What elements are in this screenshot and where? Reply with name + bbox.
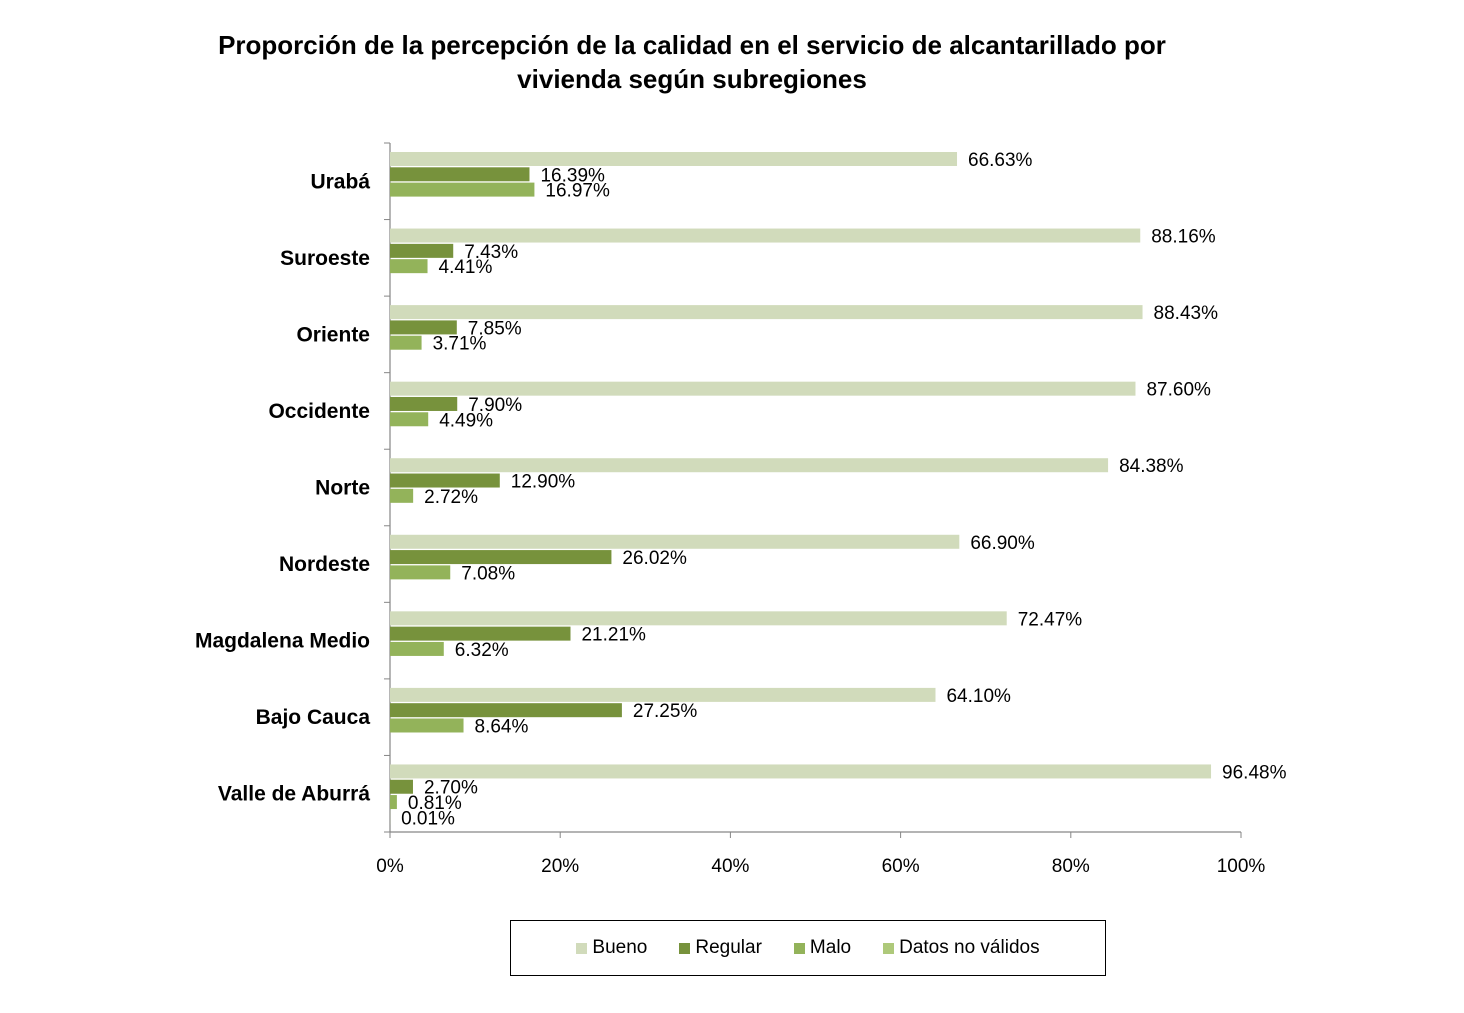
bar-bueno <box>390 534 960 549</box>
legend-label: Datos no válidos <box>899 937 1040 958</box>
category-label: Suroeste <box>280 247 370 270</box>
data-label: 87.60% <box>1146 380 1211 401</box>
bar-malo <box>390 488 414 503</box>
legend-label: Malo <box>809 937 852 958</box>
bar-bueno <box>390 458 1109 473</box>
bar-bueno <box>390 305 1143 320</box>
data-label: 2.72% <box>424 487 478 508</box>
x-tick-label: 20% <box>541 856 579 877</box>
chart-legend: Bueno Regular Malo Datos no válidos <box>510 920 1106 976</box>
data-label: 16.39% <box>540 165 605 186</box>
data-label: 26.02% <box>622 548 687 569</box>
bar-regular <box>390 396 458 411</box>
legend-item: Malo <box>793 937 852 959</box>
chart-title: Proporción de la percepción de la calida… <box>60 28 1324 96</box>
bar-regular <box>390 626 571 641</box>
category-label: Nordeste <box>279 553 370 576</box>
chart-title-line-2: vivienda según subregiones <box>517 64 867 94</box>
data-label: 7.08% <box>461 563 515 584</box>
data-label: 7.43% <box>464 242 518 263</box>
bar-malo <box>390 795 397 810</box>
bar-regular <box>390 320 457 335</box>
data-label: 84.38% <box>1119 456 1184 477</box>
bar-bueno <box>390 228 1141 243</box>
bar-regular <box>390 243 454 258</box>
data-label: 4.41% <box>439 257 493 278</box>
bar-bueno <box>390 687 936 702</box>
bar-malo <box>390 182 535 197</box>
data-label: 64.10% <box>946 686 1011 707</box>
bar-regular <box>390 779 413 794</box>
x-tick-label: 40% <box>711 856 749 877</box>
legend-swatch <box>679 942 691 954</box>
legend-swatch <box>576 942 588 954</box>
data-label: 2.70% <box>424 778 478 799</box>
category-label: Valle de Aburrá <box>218 783 370 806</box>
category-label: Norte <box>315 477 370 500</box>
bar-bueno <box>390 152 958 166</box>
data-label: 96.48% <box>1222 762 1287 783</box>
bar-regular <box>390 473 500 488</box>
bar-regular <box>390 703 622 718</box>
bar-malo <box>390 641 444 656</box>
bar-regular <box>390 550 612 565</box>
legend-item: Regular <box>679 937 762 959</box>
data-label: 0.01% <box>401 808 455 829</box>
data-label: 7.85% <box>468 318 522 339</box>
bar-malo <box>390 335 422 350</box>
bar-malo <box>390 412 429 427</box>
data-label: 88.16% <box>1151 227 1216 248</box>
data-label: 7.90% <box>468 395 522 416</box>
bar-malo <box>390 565 451 580</box>
bar-bueno <box>390 764 1212 779</box>
data-label: 16.97% <box>545 181 610 202</box>
bar-regular <box>390 167 530 182</box>
x-tick-label: 0% <box>376 856 404 877</box>
data-label: 12.90% <box>511 472 576 493</box>
legend-item: Bueno <box>576 937 647 959</box>
bar-bueno <box>390 381 1136 396</box>
category-label: Bajo Cauca <box>256 706 371 729</box>
data-label: 8.64% <box>475 716 529 737</box>
bar-malo <box>390 718 464 733</box>
category-label: Oriente <box>296 323 370 346</box>
chart-title-line-1: Proporción de la percepción de la calida… <box>218 30 1166 60</box>
legend-swatch <box>883 942 895 954</box>
data-label: 66.63% <box>968 150 1033 171</box>
category-label: Magdalena Medio <box>195 630 370 653</box>
bar-bueno <box>390 611 1007 626</box>
x-tick-label: 80% <box>1052 856 1090 877</box>
legend-label: Regular <box>695 937 762 958</box>
x-tick-label: 100% <box>1217 856 1266 877</box>
data-label: 21.21% <box>581 625 646 646</box>
legend-swatch <box>793 942 805 954</box>
data-label: 3.71% <box>433 334 487 355</box>
legend-item: Datos no válidos <box>883 937 1040 959</box>
data-label: 72.47% <box>1018 609 1083 630</box>
data-label: 27.25% <box>633 701 698 722</box>
x-tick-label: 60% <box>882 856 920 877</box>
category-label: Urabá <box>310 170 370 193</box>
data-label: 4.49% <box>439 410 493 431</box>
data-label: 66.90% <box>970 533 1035 554</box>
category-label: Occidente <box>268 400 370 423</box>
legend-label: Bueno <box>592 937 648 958</box>
data-label: 0.81% <box>408 793 462 814</box>
data-label: 88.43% <box>1154 303 1219 324</box>
data-label: 6.32% <box>455 640 509 661</box>
bar-malo <box>390 259 428 274</box>
